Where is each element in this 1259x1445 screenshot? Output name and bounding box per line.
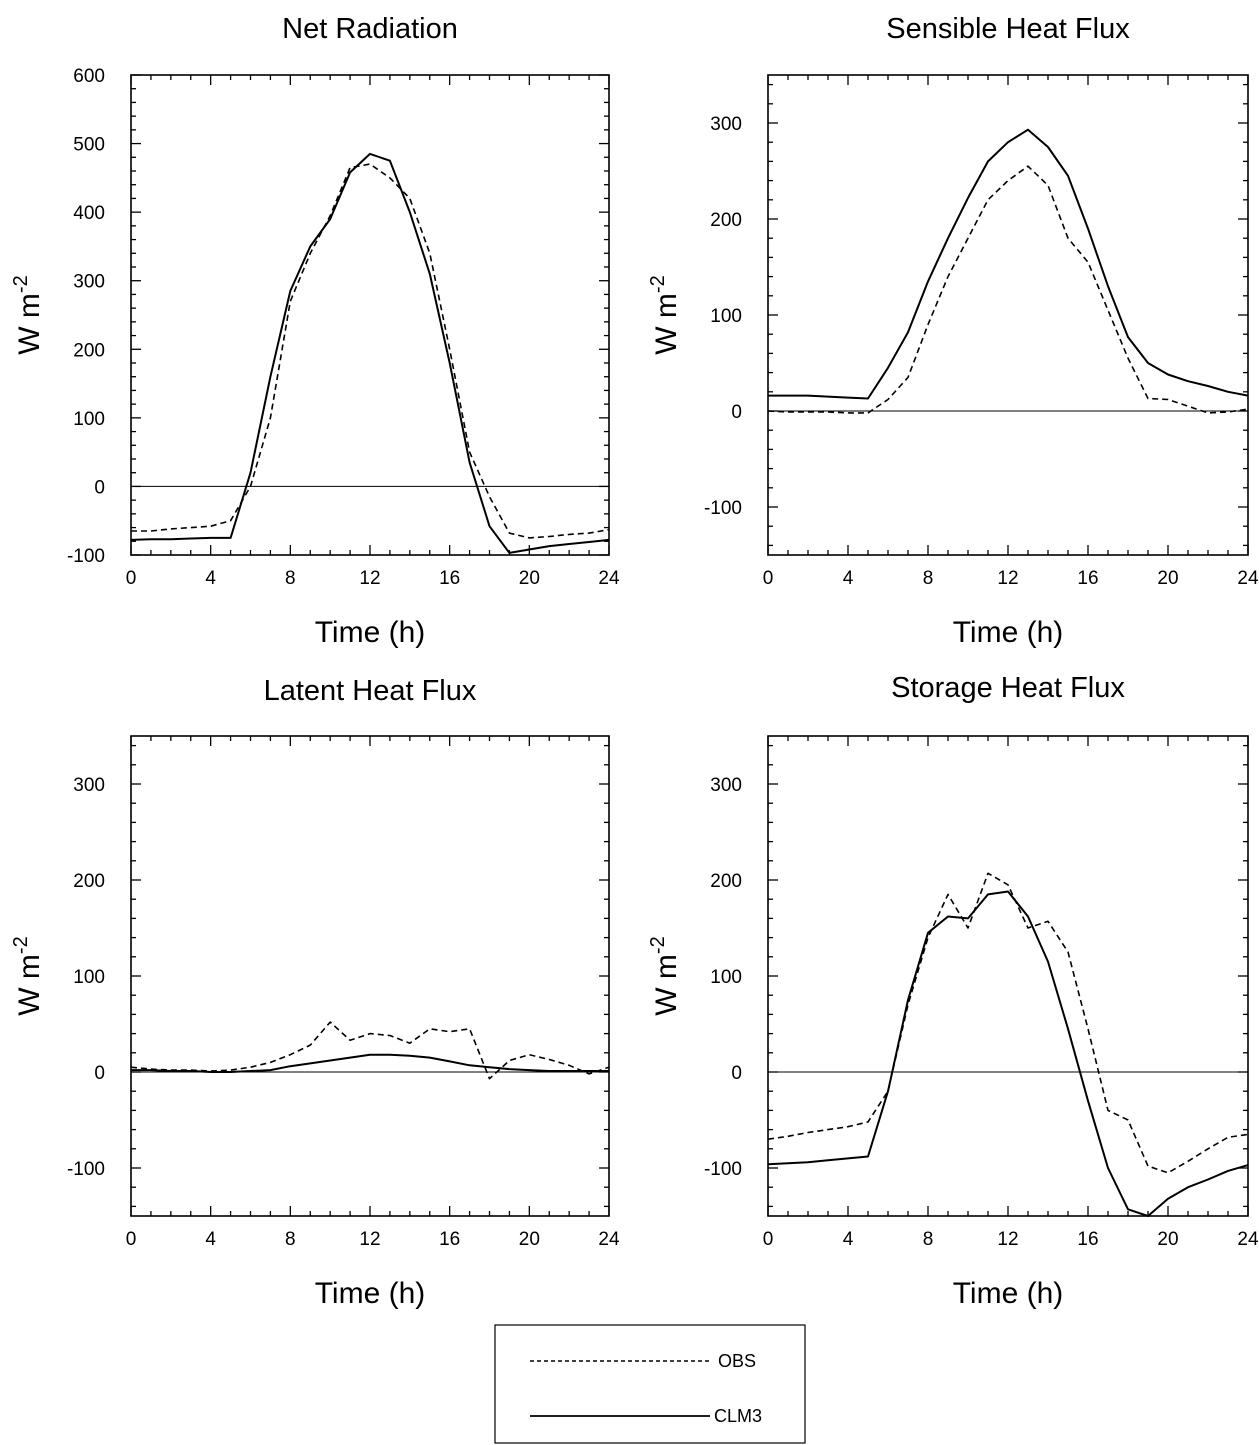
series-line-clm3: [768, 128, 1249, 400]
x-tick-label: 0: [763, 1229, 774, 1250]
x-tick-label: 4: [205, 568, 216, 589]
x-tick-label: 12: [997, 568, 1018, 589]
plot-frame: [767, 735, 1249, 1217]
x-axis-label: Time (h): [953, 1277, 1064, 1310]
y-tick-label: 400: [73, 203, 105, 224]
y-tick-label: 500: [73, 135, 105, 156]
x-tick-label: 0: [763, 568, 774, 589]
chart-panel-4: Storage Heat Flux 0 4 8 12 16 20 24 -100 0 100 200 3…: [647, 672, 1259, 1310]
legend-box: [494, 1324, 806, 1444]
chart-title: Sensible Heat Flux: [886, 13, 1130, 45]
y-axis-label: W m-2: [647, 275, 683, 354]
y-tick-label: 0: [731, 1063, 742, 1084]
y-tick-label: 600: [73, 66, 105, 87]
chart-panel-1: Net Radiation 0 4 8 12 16 20 24 -100 0 100 200 300 40…: [10, 13, 620, 649]
y-tick-label: 200: [710, 210, 742, 231]
x-tick-label: 24: [598, 1229, 620, 1250]
plot-frame: [767, 74, 1249, 556]
x-tick-label: 20: [519, 1229, 540, 1250]
x-tick-label: 12: [997, 1229, 1018, 1250]
y-tick-label: 300: [73, 272, 105, 293]
x-axis-label: Time (h): [315, 616, 426, 649]
x-tick-label: 16: [439, 1229, 460, 1250]
x-tick-label: 20: [1157, 568, 1178, 589]
series-line-clm3: [767, 890, 1249, 1217]
series-line-clm3: [130, 152, 610, 554]
x-tick-label: 4: [843, 568, 854, 589]
x-tick-label: 8: [923, 1229, 934, 1250]
legend-obs-label: OBS: [718, 1351, 756, 1371]
y-axis-label: W m-2: [10, 275, 46, 354]
x-axis-label: Time (h): [953, 616, 1064, 649]
y-tick-label: -100: [704, 498, 742, 519]
x-tick-label: 12: [359, 1229, 380, 1250]
chart-title: Storage Heat Flux: [891, 672, 1125, 704]
plot-frame: [130, 735, 610, 1217]
x-tick-label: 16: [439, 568, 460, 589]
y-tick-label: 100: [73, 409, 105, 430]
chart-title: Latent Heat Flux: [264, 675, 477, 707]
y-tick-label: 200: [73, 871, 105, 892]
plot-frame: [130, 74, 610, 556]
y-axis-label: W m-2: [10, 936, 46, 1015]
chart-panel-3: Latent Heat Flux 0 4 8 12 16 20 24 -100 0 100 200 30…: [10, 675, 620, 1310]
x-tick-label: 8: [285, 1229, 296, 1250]
series-line-obs: [130, 1021, 610, 1080]
x-tick-label: 8: [285, 568, 296, 589]
series-line-obs: [767, 872, 1249, 1174]
y-tick-label: 200: [73, 340, 105, 361]
x-tick-label: 16: [1077, 568, 1098, 589]
x-tick-label: 20: [1157, 1229, 1178, 1250]
x-tick-label: 8: [923, 568, 934, 589]
chart-panel-2: Sensible Heat Flux 0 4 8 12 16 20 24 -100 0 100 200…: [647, 13, 1259, 649]
y-tick-label: 100: [73, 967, 105, 988]
series-line-obs: [131, 163, 610, 539]
x-tick-label: 12: [359, 568, 380, 589]
y-tick-label: -100: [704, 1159, 742, 1180]
y-tick-label: 0: [94, 477, 105, 498]
y-tick-label: 300: [710, 775, 742, 796]
y-tick-label: -100: [67, 546, 105, 567]
y-tick-label: 200: [710, 871, 742, 892]
x-tick-label: 4: [205, 1229, 216, 1250]
y-axis-label: W m-2: [647, 936, 683, 1015]
y-tick-label: 0: [94, 1063, 105, 1084]
series-line-obs: [767, 165, 1249, 414]
y-tick-label: 100: [710, 306, 742, 327]
x-tick-label: 24: [598, 568, 620, 589]
legend: OBS CLM3: [494, 1324, 806, 1444]
y-tick-label: 300: [73, 775, 105, 796]
x-tick-label: 0: [126, 1229, 137, 1250]
chart-title: Net Radiation: [282, 13, 458, 45]
x-tick-label: 4: [843, 1229, 854, 1250]
y-tick-label: -100: [67, 1159, 105, 1180]
y-tick-label: 300: [710, 114, 742, 135]
series-line-clm3: [131, 1053, 609, 1073]
x-tick-label: 24: [1237, 1229, 1259, 1250]
y-tick-label: 0: [731, 402, 742, 423]
x-tick-label: 24: [1237, 568, 1259, 589]
x-axis-label: Time (h): [315, 1277, 426, 1310]
y-tick-label: 100: [710, 967, 742, 988]
x-tick-label: 20: [519, 568, 540, 589]
legend-clm3-label: CLM3: [714, 1406, 762, 1426]
x-tick-label: 16: [1077, 1229, 1098, 1250]
x-tick-label: 0: [126, 568, 137, 589]
